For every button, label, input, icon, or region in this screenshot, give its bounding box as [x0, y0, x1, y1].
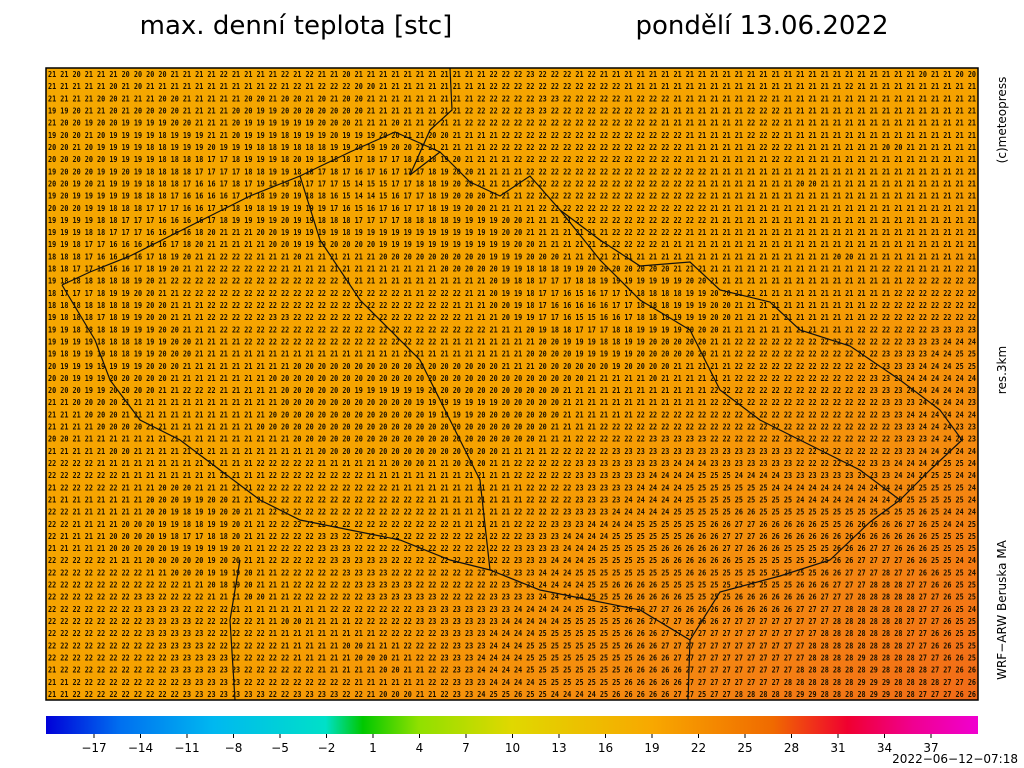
colorbar-label: 1 [369, 741, 377, 755]
value-row: 20 20 20 19 19 20 20 20 20 21 21 22 22 2… [48, 386, 976, 395]
value-row: 19 19 19 18 18 17 17 17 16 16 16 16 18 2… [48, 228, 976, 237]
value-row: 19 18 18 18 17 18 19 19 20 20 21 21 21 2… [48, 313, 976, 322]
colorbar-label: 4 [416, 741, 424, 755]
copyright: (c)meteopress [995, 77, 1009, 164]
value-row: 22 22 22 22 22 22 22 23 23 23 23 22 22 2… [48, 605, 976, 614]
value-row: 18 18 18 18 18 18 18 19 20 20 21 21 21 2… [48, 301, 976, 310]
value-row: 21 22 22 22 22 22 21 21 21 20 20 20 21 2… [48, 483, 976, 492]
value-row: 22 22 22 22 22 22 22 22 22 23 23 23 23 2… [48, 641, 976, 650]
value-row: 22 22 21 21 21 21 20 20 20 19 19 18 18 1… [48, 520, 976, 529]
value-row: 20 19 19 19 19 19 19 19 20 20 20 21 21 2… [48, 362, 976, 371]
resolution: res.3km [995, 346, 1009, 394]
value-row: 22 22 22 22 22 22 22 22 22 22 22 21 21 2… [48, 581, 976, 590]
value-row: 22 22 22 22 22 22 22 22 23 23 23 23 23 2… [48, 629, 976, 638]
value-row: 21 21 21 21 21 20 21 20 21 21 21 21 21 2… [48, 82, 976, 91]
colorbar-label: 16 [598, 741, 613, 755]
value-row: 19 18 18 18 18 18 18 19 20 21 22 22 22 2… [48, 277, 976, 286]
value-row: 19 18 19 19 19 18 18 19 19 20 20 20 21 2… [48, 350, 976, 359]
value-row: 20 20 20 20 20 19 19 19 19 18 18 18 18 1… [48, 155, 976, 164]
colorbar-label: −17 [81, 741, 106, 755]
value-row: 19 20 20 21 20 19 19 19 19 18 19 19 19 2… [48, 131, 976, 140]
colorbar-label: 25 [737, 741, 752, 755]
value-row: 21 22 22 22 22 22 22 22 22 22 23 23 23 2… [48, 666, 976, 675]
value-row: 21 21 21 21 21 21 21 21 20 20 20 19 19 2… [48, 495, 976, 504]
value-row: 22 22 22 22 21 21 21 21 21 21 21 21 21 2… [48, 459, 976, 468]
value-row: 21 21 21 21 20 20 20 20 21 21 21 21 21 2… [48, 423, 976, 432]
value-row: 22 21 21 21 21 20 20 20 20 19 18 17 17 1… [48, 532, 976, 541]
value-row: 18 17 17 17 18 19 19 20 20 21 21 22 22 2… [48, 289, 976, 298]
value-row: 21 21 21 21 21 20 20 21 21 21 21 21 21 2… [48, 447, 976, 456]
map-frame [45, 67, 979, 701]
value-row: 19 19 18 17 17 16 16 16 16 16 17 18 20 2… [48, 240, 976, 249]
model-name: WRF−ARW Beruska MA [995, 539, 1009, 680]
colorbar-label: 31 [830, 741, 845, 755]
colorbar-label: 10 [505, 741, 520, 755]
colorbar-labels: −17 −14 −11 −8 −5 −2 1 4 7 10 13 16 19 22 25 28 31 34 37 [81, 734, 939, 755]
colorbar-label: 34 [877, 741, 892, 755]
value-row: 18 18 18 17 16 16 16 16 17 18 19 20 21 2… [48, 252, 976, 261]
value-row: 21 21 22 22 22 22 22 22 22 22 22 23 23 2… [48, 690, 976, 699]
colorbar-label: 37 [923, 741, 938, 755]
value-row: 21 21 20 20 20 20 21 21 21 21 21 21 21 2… [48, 398, 976, 407]
colorbar-label: 19 [644, 741, 659, 755]
value-row: 22 22 22 22 22 22 22 23 23 22 22 22 22 2… [48, 593, 976, 602]
colorbar-label: −11 [174, 741, 199, 755]
value-row: 20 20 20 19 19 18 18 18 17 17 17 16 16 1… [48, 204, 976, 213]
colorbar-label: 13 [551, 741, 566, 755]
value-row: 19 19 19 19 18 18 18 18 19 19 20 20 21 2… [48, 337, 976, 346]
colorbar [46, 716, 978, 734]
value-row: 21 21 21 21 21 20 20 20 20 20 19 19 19 1… [48, 544, 976, 553]
value-row: 22 22 22 22 22 22 21 21 21 21 21 21 21 2… [48, 471, 976, 480]
colorbar-label: −14 [128, 741, 153, 755]
value-row: 22 22 22 22 22 21 21 21 20 20 20 20 20 1… [48, 556, 976, 565]
value-grid: 21 21 20 21 21 21 20 20 20 20 21 21 21 2… [48, 70, 976, 699]
colorbar-label: −2 [318, 741, 336, 755]
value-row: 19 19 18 18 18 18 19 19 19 20 20 21 21 2… [48, 325, 976, 334]
value-row: 18 18 17 17 16 16 16 17 18 19 20 21 21 2… [48, 265, 976, 274]
borders [61, 67, 963, 701]
colorbar-label: 28 [784, 741, 799, 755]
colorbar-label: 7 [462, 741, 470, 755]
value-row: 19 20 20 20 19 19 20 19 18 18 18 18 17 1… [48, 167, 976, 176]
value-row: 22 22 22 22 22 22 22 22 21 21 20 20 20 1… [48, 568, 976, 577]
value-row: 22 22 22 22 22 22 22 22 23 23 23 23 22 2… [48, 617, 976, 626]
value-row: 20 20 21 21 21 21 21 21 21 21 21 21 21 2… [48, 435, 976, 444]
value-row: 21 21 21 20 20 20 21 21 21 21 21 21 21 2… [48, 410, 976, 419]
map-title: max. denní teplota [stc] [140, 11, 453, 41]
value-row: 21 21 22 22 22 22 22 22 22 22 22 23 23 2… [48, 678, 976, 687]
colorbar-label: −5 [271, 741, 289, 755]
value-row: 20 20 19 19 19 20 20 20 20 20 21 21 21 2… [48, 374, 976, 383]
timestamp: 2022−06−12−07:18 [892, 752, 1018, 766]
value-row: 21 21 20 21 21 21 20 20 20 20 21 21 21 2… [48, 70, 976, 79]
value-row: 19 20 19 19 19 19 19 18 18 18 17 16 16 1… [48, 192, 976, 201]
colorbar-label: 22 [691, 741, 706, 755]
colorbar-label: −8 [225, 741, 243, 755]
temperature-field [46, 68, 978, 700]
value-row: 19 19 20 21 21 20 21 20 20 20 20 21 21 2… [48, 107, 976, 116]
value-row: 21 20 20 19 20 20 19 19 19 19 20 20 21 2… [48, 119, 976, 128]
value-row: 19 19 19 19 18 18 17 17 17 16 16 16 16 1… [48, 216, 976, 225]
value-row: 20 20 19 20 21 19 19 19 18 18 18 17 16 1… [48, 179, 976, 188]
value-row: 20 20 21 20 19 19 19 19 18 18 19 19 19 2… [48, 143, 976, 152]
value-row: 22 22 21 21 21 21 21 21 20 20 19 18 19 1… [48, 508, 976, 517]
map-date: pondělí 13.06.2022 [636, 11, 889, 41]
value-row: 22 22 22 22 22 22 22 22 22 22 23 23 23 2… [48, 653, 976, 662]
value-row: 21 21 21 21 20 20 21 21 21 20 20 21 21 2… [48, 94, 976, 103]
